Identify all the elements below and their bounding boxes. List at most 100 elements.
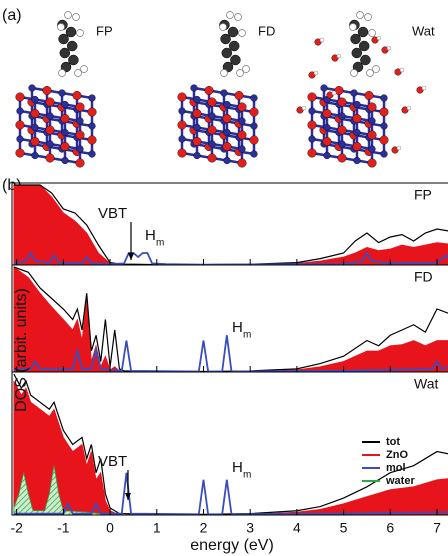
zn-atom [62, 157, 69, 164]
h-atom [369, 30, 376, 37]
o-atom [223, 114, 232, 123]
o-atom [208, 154, 217, 163]
c-atom [68, 55, 78, 65]
o-atom [61, 142, 70, 151]
o-atom [16, 121, 25, 130]
o-atom [338, 154, 347, 163]
h-atom [367, 70, 374, 77]
c-atom [66, 27, 76, 37]
h-atom [351, 70, 358, 77]
h-atom [235, 14, 242, 21]
h-atom [243, 66, 250, 73]
h-atom [77, 30, 84, 37]
h-atom [227, 12, 234, 19]
water-h [387, 46, 391, 50]
o-atom [193, 137, 202, 146]
y-axis-label: DOS (arbit. units) [13, 288, 30, 412]
zn-atom [194, 96, 201, 103]
o-atom [238, 103, 247, 112]
zn-atom [179, 108, 186, 115]
water-h [397, 146, 401, 150]
panel-a-label: (a) [2, 7, 22, 24]
water-h [400, 68, 404, 72]
water-h [422, 86, 426, 90]
h-atom [365, 14, 372, 21]
o-atom [250, 108, 259, 117]
plots [14, 185, 448, 515]
zn-atom [354, 129, 361, 136]
water-h [407, 106, 411, 110]
zn-atom [251, 151, 258, 158]
water-h [337, 54, 341, 58]
o-atom [238, 131, 247, 140]
o-atom [76, 159, 85, 168]
zn-atom [62, 129, 69, 136]
o-atom [338, 126, 347, 135]
zn-atom [209, 141, 216, 148]
zn-atom [77, 118, 84, 125]
zn-atom [381, 123, 388, 130]
o-atom [380, 108, 389, 117]
legend-label: mol [386, 462, 406, 474]
o-atom [205, 86, 214, 95]
structure-label: FP [96, 23, 113, 38]
o-atom [208, 98, 217, 107]
c-atom [230, 55, 240, 65]
o-atom [88, 108, 97, 117]
annotation: VBT [98, 453, 127, 470]
zn-atom [381, 151, 388, 158]
figure: (a) (b) FPFDWat FPVBTHmFDHm-2-101234567e… [0, 0, 448, 556]
zn-atom [309, 108, 316, 115]
zn-atom [47, 113, 54, 120]
o-atom [73, 91, 82, 100]
o-atom [61, 114, 70, 123]
o-atom [338, 98, 347, 107]
c-atom [67, 41, 77, 51]
panel-label: Wat [414, 376, 438, 392]
h-atom [81, 66, 88, 73]
o-atom [46, 154, 55, 163]
zn-atom [89, 151, 96, 158]
structure-label: Wat [412, 23, 435, 38]
legend-label: water [385, 475, 415, 487]
zn-atom [224, 129, 231, 136]
zn-atom [309, 136, 316, 143]
o-atom [178, 93, 187, 102]
zn-atom [89, 95, 96, 102]
zn-atom [251, 123, 258, 130]
zn-atom [239, 118, 246, 125]
zn-atom [369, 118, 376, 125]
x-tick-label: 4 [293, 520, 301, 536]
zn-atom [47, 141, 54, 148]
h-atom [59, 70, 66, 77]
legend-label: tot [386, 436, 400, 448]
zn-atom [17, 136, 24, 143]
o-atom [76, 103, 85, 112]
o-atom [208, 126, 217, 135]
o-atom [46, 126, 55, 135]
zn-atom [369, 146, 376, 153]
c-atom [360, 55, 370, 65]
c-atom [358, 27, 368, 37]
h-atom [220, 24, 227, 31]
o-atom [368, 103, 377, 112]
o-atom [308, 93, 317, 102]
zn-atom [224, 157, 231, 164]
annotation-sub: m [243, 470, 251, 481]
h-atom [239, 30, 246, 37]
zn-atom [354, 157, 361, 164]
o-atom [193, 109, 202, 118]
o-atom [368, 131, 377, 140]
zn-atom [32, 96, 39, 103]
water-h [302, 106, 306, 110]
zn-atom [224, 101, 231, 108]
o-atom [76, 131, 85, 140]
h-atom [237, 70, 244, 77]
h-atom [73, 14, 80, 21]
x-tick-label: 2 [200, 520, 208, 536]
h-atom [58, 24, 65, 31]
panel-label: FP [414, 187, 432, 203]
annotation: H [145, 227, 156, 244]
annotation: H [232, 459, 243, 476]
area [14, 185, 448, 265]
